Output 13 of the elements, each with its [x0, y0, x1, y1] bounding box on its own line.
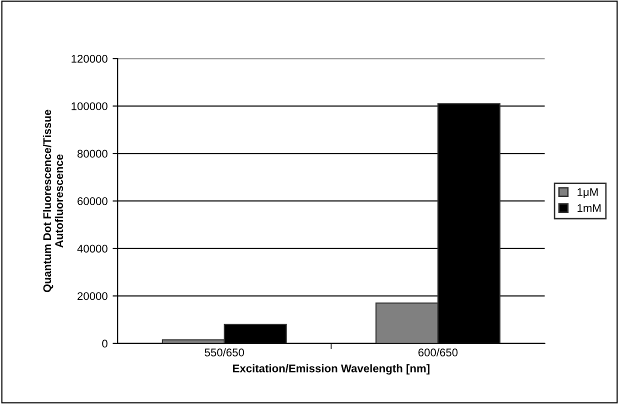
legend-label: 1mM	[578, 204, 601, 212]
x-axis-title: Excitation/Emission Wavelength [nm]	[233, 364, 430, 375]
legend-label: 1μM	[578, 188, 598, 198]
y-tick-label: 60000	[78, 197, 108, 206]
y-tick-label: 40000	[77, 244, 108, 253]
y-tick-label: 80000	[77, 150, 108, 158]
y-tick-label: 20000	[78, 292, 108, 300]
y-tick-label: 100000	[72, 102, 108, 110]
x-tick-label: 600/650	[418, 348, 458, 356]
y-tick-label: 0	[102, 340, 108, 348]
x-tick-label: 550/650	[204, 348, 244, 356]
y-axis-title: Quantum Dot Fluorescence/Tissue Autofluorescence	[42, 110, 64, 292]
y-tick-label: 120000	[72, 54, 108, 63]
